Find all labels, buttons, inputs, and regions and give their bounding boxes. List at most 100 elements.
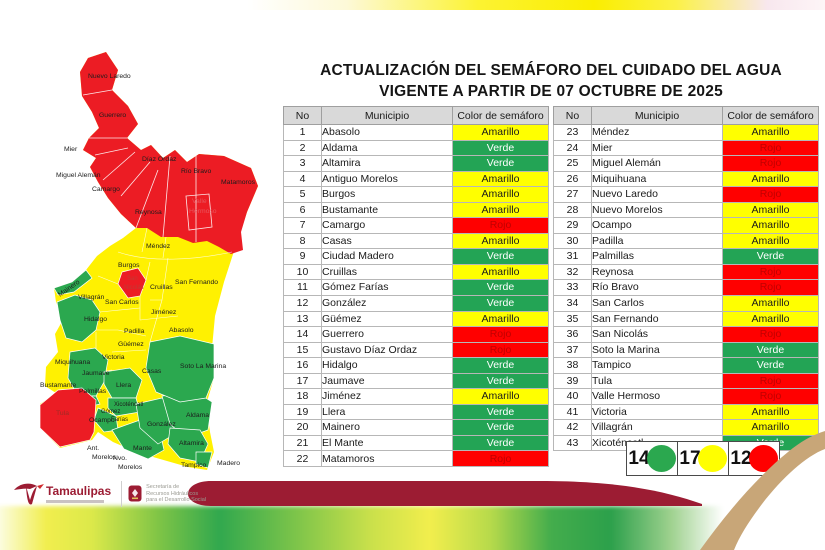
row-number: 26 — [553, 170, 592, 188]
table-row: 38 Tampico Verde — [553, 357, 819, 374]
table-row: 18 Jiménez Amarillo — [283, 388, 549, 405]
row-number: 16 — [283, 357, 322, 374]
row-number: 12 — [283, 295, 322, 312]
legend-cell-amarillo: 17 — [677, 441, 729, 476]
table-row: 1 Abasolo Amarillo — [283, 124, 549, 141]
status-cell: Verde — [722, 357, 819, 374]
brand-name: Tamaulipas — [46, 484, 112, 498]
row-number: 32 — [553, 263, 592, 281]
table-row: 7 Camargo Rojo — [283, 217, 549, 234]
row-number: 9 — [283, 248, 322, 265]
table-row: 14 Guerrero Rojo — [283, 326, 549, 343]
map-label: Morelos — [92, 454, 117, 461]
table-row: 36 San Nicolás Rojo — [553, 326, 819, 343]
municipality-name: San Carlos — [591, 295, 723, 312]
map-label: Río Bravo — [181, 168, 211, 175]
maroon-band — [188, 481, 702, 506]
row-number: 15 — [283, 341, 322, 359]
municipality-name: Jiménez — [321, 388, 453, 405]
map-label: San Fernando — [175, 279, 218, 286]
status-cell: Verde — [722, 341, 819, 359]
map-label: Victoria — [102, 354, 125, 361]
table-row: 16 Hidalgo Verde — [283, 357, 549, 374]
row-number: 22 — [283, 450, 322, 468]
municipality-name: Soto la Marina — [591, 341, 723, 359]
table-row: 26 Miquihuana Amarillo — [553, 170, 819, 188]
table-row: 24 Mier Rojo — [553, 139, 819, 157]
table-row: 30 Padilla Amarillo — [553, 232, 819, 250]
status-cell: Rojo — [452, 217, 549, 234]
row-number: 21 — [283, 434, 322, 452]
status-cell: Amarillo — [452, 310, 549, 328]
map-label: Ocampo — [89, 417, 115, 424]
municipality-name: Gómez Farías — [321, 279, 453, 297]
row-number: 4 — [283, 170, 322, 188]
table-row: 2 Aldama Verde — [283, 139, 549, 157]
municipality-name: Aldama — [321, 139, 453, 157]
status-cell: Amarillo — [452, 124, 549, 141]
green-circle-icon — [646, 445, 676, 472]
row-number: 8 — [283, 232, 322, 250]
status-cell: Rojo — [452, 450, 549, 468]
municipality-name: Mier — [591, 139, 723, 157]
status-cell: Amarillo — [722, 170, 819, 188]
row-number: 40 — [553, 388, 592, 405]
row-number: 3 — [283, 155, 322, 172]
table-row: 35 San Fernando Amarillo — [553, 310, 819, 328]
municipality-name: Antiguo Morelos — [321, 170, 453, 188]
table-row: 5 Burgos Amarillo — [283, 186, 549, 203]
municipality-name: San Fernando — [591, 310, 723, 328]
status-cell: Amarillo — [722, 403, 819, 421]
municipality-name: Ocampo — [591, 217, 723, 234]
bottom-gradient-strip — [0, 506, 746, 550]
top-gradient-strip — [0, 0, 825, 10]
municipality-name: Miguel Alemán — [591, 155, 723, 172]
map-label: Miguel Alemán — [56, 172, 101, 179]
map-label: Farías — [111, 417, 128, 423]
status-cell: Verde — [452, 155, 549, 172]
map-label: Mier — [64, 146, 78, 153]
map-label: Llera — [116, 382, 131, 389]
map-label: San Carlos — [105, 299, 139, 306]
row-number: 10 — [283, 263, 322, 281]
legend-count-amarillo: 17 — [679, 447, 701, 469]
status-cell: Rojo — [722, 155, 819, 172]
municipality-name: Tampico — [591, 357, 723, 374]
map-label: Tula — [56, 410, 69, 417]
status-cell: Amarillo — [722, 419, 819, 436]
table-row: 6 Bustamante Amarillo — [283, 201, 549, 219]
table-row: 10 Cruillas Amarillo — [283, 263, 549, 281]
municipality-name: Bustamante — [321, 201, 453, 219]
status-cell: Verde — [452, 279, 549, 297]
municipality-name: Nuevo Laredo — [591, 186, 723, 203]
col-header-municipio: Municipio — [321, 106, 453, 125]
municipality-name: Nuevo Morelos — [591, 201, 723, 219]
table-row: 27 Nuevo Laredo Rojo — [553, 186, 819, 203]
table-row: 25 Miguel Alemán Rojo — [553, 155, 819, 172]
municipality-name: Palmillas — [591, 248, 723, 265]
map-label: Tampico — [181, 462, 207, 469]
municipality-name: Abasolo — [321, 124, 453, 141]
secretaria-text: Secretaría de Recursos Hidráulicos para … — [146, 484, 206, 505]
map-label: Padilla — [124, 328, 145, 335]
row-number: 29 — [553, 217, 592, 234]
status-cell: Amarillo — [452, 232, 549, 250]
municipality-table-right: No Municipio Color de semáforo 23 Méndez A… — [553, 106, 819, 452]
table-header-row: No Municipio Color de semáforo — [553, 106, 819, 125]
map-label: Hidalgo — [84, 316, 107, 323]
status-cell: Amarillo — [452, 263, 549, 281]
status-cell: Verde — [722, 248, 819, 265]
table-row: 15 Gustavo Díaz Ordaz Rojo — [283, 341, 549, 359]
municipality-name: Jaumave — [321, 372, 453, 390]
status-cell: Rojo — [722, 388, 819, 405]
map-label: Palmillas — [79, 388, 107, 395]
map-label: Gómez — [101, 409, 120, 415]
table-row: 8 Casas Amarillo — [283, 232, 549, 250]
row-number: 19 — [283, 403, 322, 421]
yellow-circle-icon — [697, 445, 727, 472]
status-cell: Verde — [452, 419, 549, 436]
municipality-name: Ciudad Madero — [321, 248, 453, 265]
status-cell: Rojo — [452, 326, 549, 343]
municipality-name: Mainero — [321, 419, 453, 436]
table-row: 17 Jaumave Verde — [283, 372, 549, 390]
